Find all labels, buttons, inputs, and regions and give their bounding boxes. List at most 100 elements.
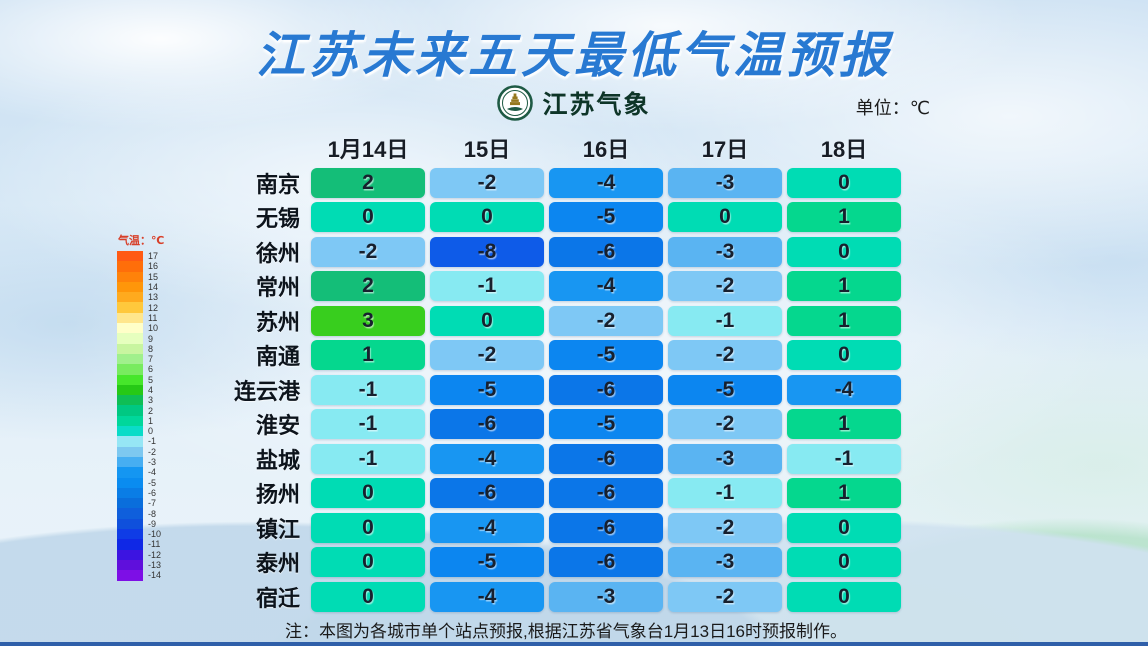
temp-cell-r8-c1: -1 [311,409,425,439]
legend-item--7: -7 [117,498,164,509]
legend-scale: 17 16 15 14 13 12 11 10 9 8 7 6 5 4 3 2 1 0 -1 -2 -3 -4 -5 -6 -7… [117,251,164,581]
temp-cell-r3-c3: -6 [549,236,663,267]
legend-tick-label: 17 [148,251,159,262]
legend-item-8: 8 [117,343,164,354]
forecast-grid: 1月14日 15日 16日 17日 18日 南京 2 -2 -4 -3 0 无锡 0 0 -5 0 1… [226,133,901,612]
date-header-4: 17日 [701,137,749,162]
legend-title: 气温：℃ [118,235,165,247]
legend-swatch-2 [117,405,143,416]
date-header-1: 1月14日 [327,137,409,162]
legend-item--4: -4 [117,467,164,478]
temp-cell-r11-c4: -2 [668,512,782,543]
legend-swatch-12 [117,302,143,313]
temp-cell-r2-c4: 0 [668,202,782,232]
legend-swatch--1 [117,436,143,447]
legend-item-2: 2 [117,405,164,416]
temp-cell-r7-c1: -1 [311,374,425,405]
legend-item--13: -13 [117,559,164,571]
page-title: 江苏未来五天最低气温预报 [255,29,892,83]
legend-item--2: -2 [117,446,164,457]
legend-tick-label: 5 [148,374,154,385]
logo-text: 江苏气象 [542,91,651,119]
temp-cell-r12-c2: -5 [430,547,544,577]
legend-tick-label: 15 [148,271,159,282]
temp-cell-r1-c1: 2 [311,167,425,198]
temp-cell-r12-c5: 0 [787,547,901,577]
temp-cell-r2-c3: -5 [549,202,663,232]
city-label-3: 徐州 [255,240,300,266]
temp-cell-r1-c2: -2 [430,167,544,198]
city-label-13: 宿迁 [255,585,300,611]
temp-cell-r6-c4: -2 [668,340,782,370]
city-label-6: 南通 [255,344,300,369]
legend-tick-label: 10 [148,323,159,334]
temp-cell-r4-c3: -4 [549,271,663,301]
temp-cell-r11-c1: 0 [311,512,425,543]
temp-cell-r2-c2: 0 [430,202,544,232]
legend-swatch--14 [117,570,143,581]
temp-cell-r9-c5: -1 [787,443,901,474]
temp-cell-r13-c3: -3 [549,581,663,612]
legend-swatch--11 [117,539,143,550]
legend-swatch-7 [117,353,143,365]
temp-cell-r6-c5: 0 [787,340,901,370]
unit-label: 单位：℃ [855,98,930,118]
legend-tick-label: 6 [148,364,154,375]
legend-swatch--12 [117,549,143,560]
legend-tick-label: 8 [148,343,154,354]
legend-tick-label: 3 [148,395,154,406]
temp-cell-r3-c1: -2 [311,236,425,267]
legend-item-3: 3 [117,395,164,406]
date-header-2: 15日 [463,137,511,162]
city-label-4: 常州 [255,275,300,300]
legend-swatch-15 [117,271,143,282]
temp-cell-r12-c1: 0 [311,547,425,577]
legend-swatch-8 [117,343,143,354]
legend-tick-label: 2 [148,405,154,416]
temp-cell-r7-c3: -6 [549,374,663,405]
temp-cell-r4-c4: -2 [668,271,782,301]
legend-item-12: 12 [117,302,164,313]
temp-cell-r5-c1: 3 [311,305,425,336]
legend-tick-label: -11 [148,539,161,550]
legend-item--6: -6 [117,487,164,499]
legend-tick-label: 12 [148,302,159,313]
legend-item-14: 14 [117,281,164,293]
temp-cell-r9-c2: -4 [430,443,544,474]
temp-cell-r10-c5: 1 [787,478,901,508]
legend-item--9: -9 [117,518,164,530]
legend-swatch--4 [117,467,143,478]
legend-item-1: 1 [117,415,164,427]
city-label-11: 镇江 [255,516,300,542]
temp-cell-r11-c2: -4 [430,512,544,543]
bottom-edge-bar [0,642,1148,646]
legend-swatch--8 [117,508,143,519]
city-label-12: 泰州 [255,551,300,576]
temp-cell-r13-c2: -4 [430,581,544,612]
temp-cell-r6-c1: 1 [311,340,425,370]
legend-item-0: 0 [117,426,164,437]
legend-item--5: -5 [117,477,164,488]
temp-cell-r10-c1: 0 [311,478,425,508]
grid-corner-blank [226,133,306,163]
legend-tick-label: -10 [148,529,162,540]
city-label-8: 淮安 [255,413,300,438]
legend-swatch--6 [117,487,143,499]
legend-tick-label: 16 [148,261,159,272]
temp-cell-r12-c4: -3 [668,547,782,577]
temp-cell-r4-c1: 2 [311,271,425,301]
legend-tick-label: -13 [148,560,162,571]
legend-swatch-13 [117,292,143,303]
legend-swatch--3 [117,456,143,468]
temp-cell-r1-c5: 0 [787,167,901,198]
temp-cell-r4-c5: 1 [787,271,901,301]
legend-item--1: -1 [117,436,164,447]
legend-tick-label: 4 [148,385,154,395]
temp-cell-r11-c3: -6 [549,512,663,543]
temp-cell-r9-c1: -1 [311,443,425,474]
legend-item--10: -10 [117,529,164,540]
temp-cell-r8-c4: -2 [668,409,782,439]
temp-cell-r10-c3: -6 [549,478,663,508]
temp-cell-r3-c5: 0 [787,236,901,267]
